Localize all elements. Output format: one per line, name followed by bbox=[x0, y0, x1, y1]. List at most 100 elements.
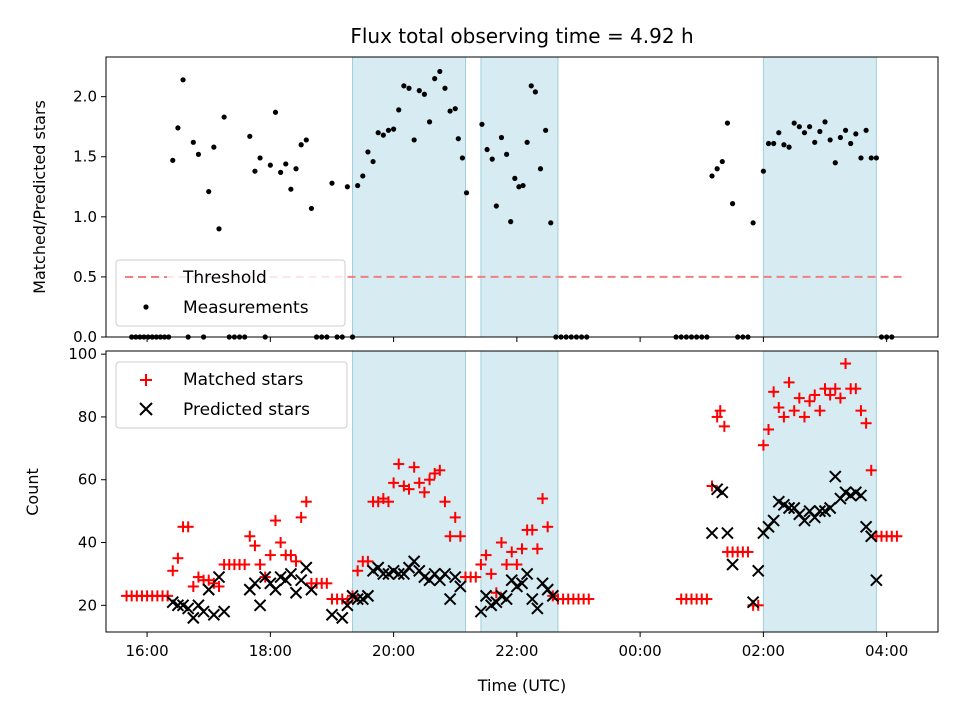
predicted-point bbox=[217, 605, 231, 618]
matched-point bbox=[829, 383, 841, 395]
matched-point bbox=[809, 389, 821, 401]
bottom-y-axis-label: Count bbox=[23, 468, 42, 516]
matched-point bbox=[403, 483, 415, 495]
measurements-legend-label: Measurements bbox=[183, 298, 309, 318]
matched-point bbox=[408, 461, 420, 473]
predicted-legend-label: Predicted stars bbox=[183, 400, 310, 420]
predicted-legend-marker bbox=[139, 402, 153, 416]
matched-point bbox=[485, 568, 497, 580]
predicted-point bbox=[181, 602, 195, 615]
matched-point bbox=[275, 537, 287, 549]
shaded-interval bbox=[352, 56, 467, 338]
predicted-point bbox=[325, 608, 339, 621]
matched-point bbox=[804, 395, 816, 407]
measurement-point bbox=[365, 149, 371, 155]
matched-point bbox=[290, 555, 302, 567]
measurement-point bbox=[771, 140, 777, 147]
predicted-point bbox=[438, 567, 452, 581]
predicted-point bbox=[197, 605, 210, 618]
bottom-shaded-intervals bbox=[352, 350, 877, 633]
predicted-point bbox=[546, 589, 560, 603]
measurement-point bbox=[817, 128, 823, 135]
measurement-point bbox=[760, 168, 766, 174]
matched-point bbox=[470, 571, 482, 583]
predicted-point bbox=[726, 558, 739, 571]
measurement-point bbox=[508, 219, 514, 225]
measurement-point bbox=[180, 77, 186, 83]
predicted-point bbox=[212, 570, 226, 584]
predicted-point bbox=[705, 526, 719, 540]
matched-point bbox=[167, 565, 179, 577]
matched-point bbox=[793, 392, 805, 404]
measurement-point bbox=[283, 161, 289, 167]
measurement-point bbox=[528, 83, 534, 89]
measurement-point bbox=[868, 155, 874, 161]
measurement-point bbox=[206, 188, 212, 195]
measurement-point bbox=[532, 89, 538, 95]
matched-point bbox=[239, 558, 251, 570]
y-tick-label: 40 bbox=[78, 534, 97, 552]
matched-point bbox=[814, 405, 826, 417]
matched-point bbox=[763, 423, 775, 435]
matched-point bbox=[819, 383, 831, 395]
predicted-point bbox=[300, 561, 313, 574]
matched-point bbox=[516, 543, 528, 555]
top-legend: Threshold Measurements bbox=[115, 259, 346, 327]
measurement-point bbox=[724, 120, 731, 126]
predicted-point bbox=[520, 567, 534, 581]
measurement-point bbox=[750, 220, 756, 226]
matched-point bbox=[834, 392, 846, 404]
matched-point bbox=[434, 464, 446, 476]
matched-point bbox=[752, 599, 764, 611]
predicted-point bbox=[454, 580, 467, 593]
measurement-point bbox=[211, 144, 217, 150]
bottom-legend-box bbox=[115, 361, 348, 429]
bottom-panel: 20 40 60 80 100 16:00 18:00 20:00 22:00 00:00 02:… bbox=[23, 345, 939, 695]
measurement-point bbox=[391, 126, 397, 132]
measurement-point bbox=[776, 130, 782, 136]
matched-point bbox=[501, 558, 513, 570]
predicted-point bbox=[859, 520, 873, 534]
predicted-point bbox=[515, 577, 529, 590]
measurement-point bbox=[455, 136, 461, 142]
matched-point bbox=[768, 386, 780, 398]
measurement-point bbox=[257, 155, 263, 161]
y-tick-label: 1.0 bbox=[73, 208, 97, 226]
x-axis-label: Time (UTC) bbox=[477, 676, 566, 695]
predicted-point bbox=[202, 583, 215, 596]
predicted-point bbox=[829, 470, 842, 483]
predicted-point bbox=[207, 608, 221, 621]
predicted-point bbox=[305, 583, 318, 596]
matched-point bbox=[531, 543, 543, 555]
predicted-point bbox=[269, 583, 282, 596]
measurement-point bbox=[293, 166, 299, 172]
matched-point bbox=[865, 464, 877, 476]
matched-legend-marker bbox=[140, 374, 152, 386]
matched-point bbox=[269, 515, 281, 527]
measurement-point bbox=[303, 137, 309, 143]
measurement-point bbox=[837, 134, 844, 141]
predicted-point bbox=[500, 592, 513, 606]
threshold-legend-label: Threshold bbox=[182, 268, 267, 288]
matched-point bbox=[321, 577, 333, 589]
measurement-point bbox=[463, 190, 470, 196]
measurement-point bbox=[452, 106, 458, 112]
matched-point bbox=[542, 521, 554, 533]
matched-point bbox=[891, 530, 903, 542]
matched-point bbox=[418, 486, 430, 498]
measurement-point bbox=[516, 184, 522, 190]
matched-point bbox=[162, 590, 174, 602]
predicted-point bbox=[407, 555, 421, 568]
predicted-point bbox=[341, 599, 354, 612]
y-tick-label: 2.0 bbox=[73, 88, 97, 106]
predicted-point bbox=[813, 504, 827, 518]
matched-point bbox=[424, 474, 436, 486]
measurement-point bbox=[272, 109, 279, 115]
measurement-point bbox=[832, 160, 838, 166]
measurement-point bbox=[858, 155, 864, 161]
measurement-point bbox=[729, 201, 736, 207]
measurement-point bbox=[421, 91, 428, 97]
measurement-point bbox=[543, 127, 549, 133]
matched-point bbox=[855, 405, 867, 417]
measurement-point bbox=[380, 132, 386, 138]
